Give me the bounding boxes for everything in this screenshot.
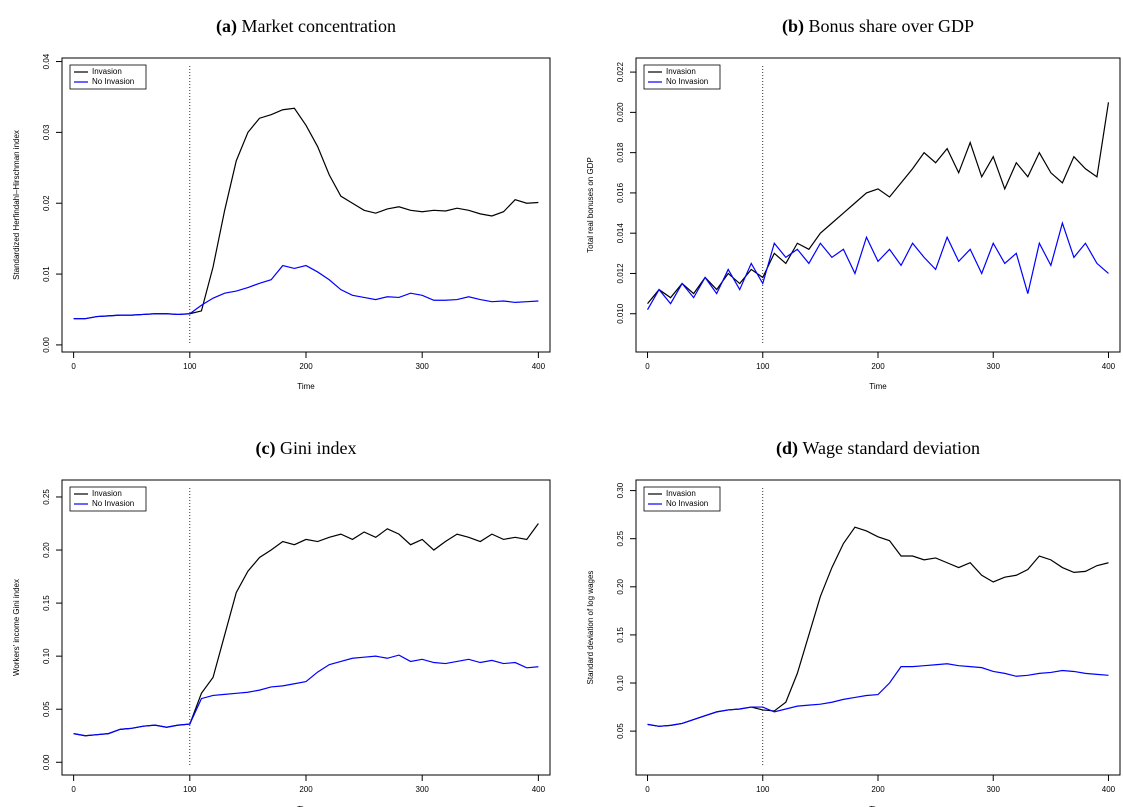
series-line bbox=[73, 523, 539, 737]
y-tick-label: 0.018 bbox=[616, 142, 625, 163]
x-tick-label: 200 bbox=[299, 785, 313, 794]
y-tick-label: 0.05 bbox=[616, 723, 625, 739]
x-tick-label: 0 bbox=[71, 362, 76, 371]
chart-title: (c) Gini index bbox=[256, 438, 357, 459]
y-axis-label: Standardized Herfindahl–Hirschman index bbox=[12, 130, 21, 280]
y-tick-label: 0.25 bbox=[42, 489, 51, 505]
x-tick-label: 100 bbox=[183, 785, 197, 794]
legend-box bbox=[643, 64, 721, 90]
legend-box bbox=[643, 486, 721, 512]
series-line bbox=[73, 654, 539, 737]
y-tick-label: 0.20 bbox=[616, 578, 625, 594]
legend-label: No Invasion bbox=[92, 77, 134, 86]
x-tick-label: 200 bbox=[871, 362, 885, 371]
series-line bbox=[647, 102, 1110, 305]
x-tick-label: 0 bbox=[645, 785, 650, 794]
title-text: Wage standard deviation bbox=[803, 438, 981, 458]
y-tick-label: 0.020 bbox=[616, 102, 625, 123]
legend-label: Invasion bbox=[666, 67, 696, 76]
y-tick-label: 0.20 bbox=[42, 542, 51, 558]
plot-frame bbox=[635, 479, 1121, 776]
y-tick-label: 0.00 bbox=[42, 337, 51, 353]
legend-label: Invasion bbox=[666, 489, 696, 498]
y-tick-label: 0.05 bbox=[42, 701, 51, 717]
chart-title: (a) Market concentration bbox=[216, 16, 396, 37]
x-tick-label: 300 bbox=[416, 785, 430, 794]
x-tick-label: 300 bbox=[416, 362, 430, 371]
y-tick-label: 0.00 bbox=[42, 754, 51, 770]
x-axis-label: Time bbox=[297, 805, 315, 807]
series-line bbox=[647, 526, 1109, 727]
panel-label: (c) bbox=[256, 438, 276, 459]
x-axis-label: Time bbox=[297, 382, 315, 391]
panel-label: (a) bbox=[216, 16, 237, 37]
y-tick-label: 0.01 bbox=[42, 266, 51, 282]
y-tick-label: 0.02 bbox=[42, 195, 51, 211]
plot-frame bbox=[635, 57, 1121, 353]
title-text: Bonus share over GDP bbox=[809, 16, 974, 36]
x-axis-label: Time bbox=[869, 382, 887, 391]
series-line bbox=[73, 107, 539, 320]
y-tick-label: 0.10 bbox=[616, 675, 625, 691]
plot-frame bbox=[61, 479, 551, 776]
y-tick-label: 0.022 bbox=[616, 62, 625, 83]
y-axis-label: Total real bonuses on GDP bbox=[586, 157, 595, 253]
legend-label: Invasion bbox=[92, 489, 122, 498]
y-tick-label: 0.30 bbox=[616, 482, 625, 498]
x-axis-label: Time bbox=[869, 805, 887, 807]
y-axis-label: Workers' income Gini index bbox=[12, 579, 21, 676]
x-tick-label: 200 bbox=[871, 785, 885, 794]
x-tick-label: 400 bbox=[532, 362, 546, 371]
x-tick-label: 400 bbox=[1102, 362, 1116, 371]
series-line bbox=[73, 264, 539, 320]
y-tick-label: 0.10 bbox=[42, 648, 51, 664]
y-tick-label: 0.012 bbox=[616, 263, 625, 284]
x-tick-label: 0 bbox=[645, 362, 650, 371]
y-tick-label: 0.014 bbox=[616, 223, 625, 244]
x-tick-label: 100 bbox=[756, 362, 770, 371]
x-tick-label: 400 bbox=[532, 785, 546, 794]
y-tick-label: 0.15 bbox=[42, 595, 51, 611]
x-tick-label: 300 bbox=[987, 785, 1001, 794]
y-tick-label: 0.010 bbox=[616, 303, 625, 324]
series-line bbox=[646, 221, 1109, 311]
chart-title: (d) Wage standard deviation bbox=[776, 438, 980, 459]
y-tick-label: 0.25 bbox=[616, 530, 625, 546]
x-tick-label: 0 bbox=[71, 785, 76, 794]
y-axis-label: Standard deviation of log wages bbox=[586, 571, 595, 685]
legend-label: Invasion bbox=[92, 67, 122, 76]
title-text: Market concentration bbox=[242, 16, 396, 36]
legend-box bbox=[69, 64, 147, 90]
legend-label: No Invasion bbox=[92, 499, 134, 508]
x-tick-label: 400 bbox=[1102, 785, 1116, 794]
y-tick-label: 0.03 bbox=[42, 124, 51, 140]
title-text: Gini index bbox=[280, 438, 357, 458]
chart-title: (b) Bonus share over GDP bbox=[782, 16, 974, 37]
panel-label: (d) bbox=[776, 438, 798, 459]
x-tick-label: 200 bbox=[299, 362, 313, 371]
series-line bbox=[647, 663, 1109, 727]
x-tick-label: 100 bbox=[756, 785, 770, 794]
y-tick-label: 0.016 bbox=[616, 182, 625, 203]
legend-box bbox=[69, 486, 147, 512]
legend-label: No Invasion bbox=[666, 499, 708, 508]
x-tick-label: 100 bbox=[183, 362, 197, 371]
panel-label: (b) bbox=[782, 16, 804, 37]
y-tick-label: 0.04 bbox=[42, 53, 51, 69]
y-tick-label: 0.15 bbox=[616, 627, 625, 643]
legend-label: No Invasion bbox=[666, 77, 708, 86]
x-tick-label: 300 bbox=[987, 362, 1001, 371]
plot-frame bbox=[61, 57, 551, 353]
